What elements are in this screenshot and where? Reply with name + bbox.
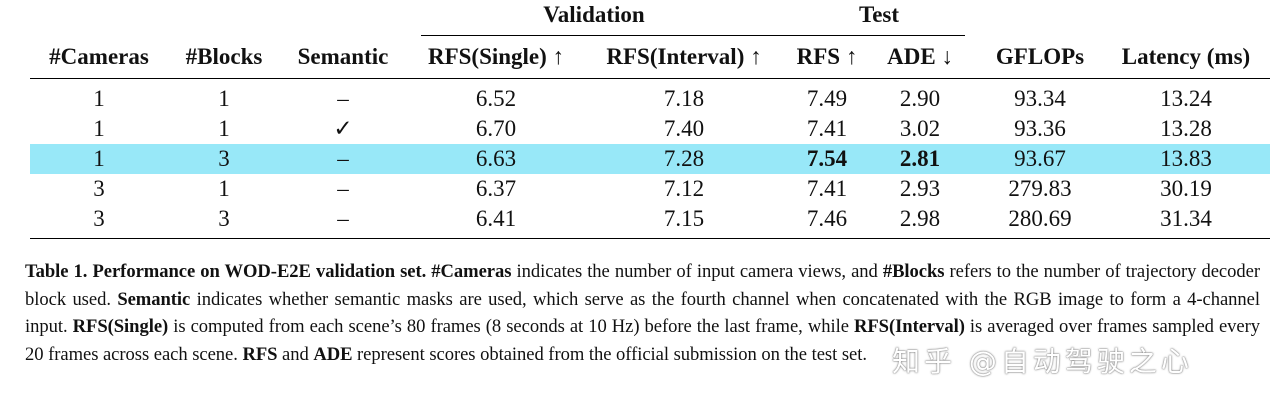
caption-text: is computed from each scene’s 80 frames … <box>168 316 854 338</box>
table-cell: 6.52 <box>475 86 517 111</box>
table-cell: 2.98 <box>899 206 941 231</box>
table-cell: 280.69 <box>1008 206 1072 231</box>
column-header: Semantic <box>297 44 389 69</box>
table-cell: 3 <box>218 146 230 171</box>
table-cell: 1 <box>218 176 230 201</box>
table-cell: 1 <box>218 86 230 111</box>
table-cell: 1 <box>218 116 230 141</box>
table-cell: 2.90 <box>899 86 941 111</box>
table-cell: 7.41 <box>806 116 848 141</box>
caption-label: Table 1. <box>25 261 88 282</box>
caption-key-blocks: #Blocks <box>882 261 945 282</box>
table-cell: 31.34 <box>1160 206 1212 231</box>
table-cell: 93.34 <box>1014 86 1066 111</box>
table-cell: – <box>337 86 349 111</box>
caption-text: is averaged over frames sampled every 20… <box>25 316 1261 365</box>
table-cell: 13.28 <box>1160 116 1212 141</box>
table-cell: 6.63 <box>475 146 517 171</box>
watermark: 知乎 @自动驾驶之心 <box>892 345 1193 378</box>
table-cell: 1 <box>93 146 105 171</box>
table-cell: 279.83 <box>1008 176 1072 201</box>
table-cell: – <box>337 176 349 201</box>
caption-key-cameras: #Cameras <box>431 261 512 282</box>
caption-text: and <box>277 343 314 365</box>
caption-text: indicates whether semantic masks are use… <box>25 288 1260 338</box>
caption-text: indicates the number of input camera vie… <box>511 261 883 282</box>
table-cell: 3 <box>218 206 230 231</box>
table-cell: 7.40 <box>663 116 705 141</box>
validation-underline <box>421 35 800 37</box>
caption-title: Performance on WOD-E2E validation set. <box>92 261 427 282</box>
caption-text: refers to the number of trajectory decod… <box>25 261 1260 310</box>
table-caption: Table 1. Performance on WOD-E2E validati… <box>25 258 1260 368</box>
table-cell: 2.93 <box>899 176 941 201</box>
column-header: ADE ↓ <box>887 44 953 69</box>
table-cell: 3 <box>93 176 105 201</box>
column-header: RFS(Single) ↑ <box>427 44 565 69</box>
table-cell: – <box>337 146 349 171</box>
column-header: RFS ↑ <box>796 44 858 69</box>
table-cell: 30.19 <box>1160 176 1212 201</box>
column-header: #Cameras <box>49 44 149 69</box>
table-cell: 1 <box>93 116 105 141</box>
table-cell: 7.28 <box>663 146 705 171</box>
table-cell: 6.70 <box>475 116 517 141</box>
table-cell: 7.46 <box>806 206 848 231</box>
table-cell: 3 <box>93 206 105 231</box>
column-header: GFLOPs <box>995 44 1085 69</box>
highlighted-row-background <box>30 144 1270 174</box>
table-cell: ✓ <box>333 116 353 141</box>
test-underline <box>795 35 965 37</box>
table-cell: 7.15 <box>663 206 705 231</box>
table-cell: – <box>337 206 349 231</box>
group-header-validation: Validation <box>543 2 645 27</box>
group-header-test: Test <box>858 2 900 27</box>
caption-key-ade: ADE <box>313 343 353 365</box>
caption-text: represent scores obtained from the offic… <box>352 343 867 365</box>
table-cell: 13.24 <box>1160 86 1212 111</box>
bottom-rule <box>30 238 1270 240</box>
table-cell: 6.37 <box>475 176 517 201</box>
table-cell: 13.83 <box>1160 146 1212 171</box>
table-cell: 93.36 <box>1014 116 1066 141</box>
caption-key-rfs: RFS <box>242 343 278 365</box>
table-cell: 1 <box>93 86 105 111</box>
table-cell: 7.54 <box>806 146 848 171</box>
header-rule <box>30 78 1270 80</box>
caption-key-rfs-single: RFS(Single) <box>72 316 169 338</box>
table-cell: 7.18 <box>663 86 705 111</box>
column-header: Latency (ms) <box>1121 44 1251 69</box>
caption-key-semantic: Semantic <box>117 288 191 310</box>
results-table: Validation Test #Cameras #Blocks Semantic R… <box>30 0 1270 240</box>
table-cell: 93.67 <box>1014 146 1066 171</box>
table-cell: 2.81 <box>899 146 941 171</box>
table-cell: 7.49 <box>806 86 848 111</box>
table-cell: 6.41 <box>475 206 517 231</box>
column-header: #Blocks <box>185 44 263 69</box>
caption-key-rfs-interval: RFS(Interval) <box>853 316 965 338</box>
table-cell: 7.41 <box>806 176 848 201</box>
column-header: RFS(Interval) ↑ <box>606 44 762 69</box>
table-cell: 3.02 <box>899 116 941 141</box>
table-cell: 7.12 <box>663 176 705 201</box>
